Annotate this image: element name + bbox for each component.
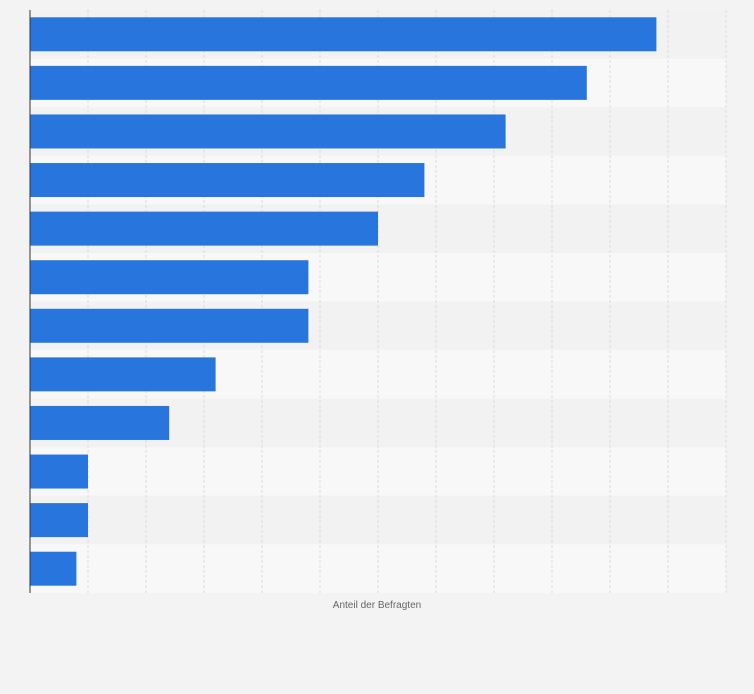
bar[interactable] xyxy=(30,454,88,489)
bar[interactable] xyxy=(30,163,425,198)
grid-lines xyxy=(87,10,727,593)
bar[interactable] xyxy=(30,357,216,392)
bar[interactable] xyxy=(30,65,587,100)
bar-series xyxy=(30,17,657,586)
bar[interactable] xyxy=(30,17,657,52)
bar[interactable] xyxy=(30,405,170,440)
bar[interactable] xyxy=(30,551,77,586)
bar[interactable] xyxy=(30,503,88,538)
bar[interactable] xyxy=(30,114,506,149)
bar[interactable] xyxy=(30,260,309,295)
x-axis-label: Anteil der Befragten xyxy=(333,600,421,611)
bar[interactable] xyxy=(30,211,378,246)
bar[interactable] xyxy=(30,308,309,343)
